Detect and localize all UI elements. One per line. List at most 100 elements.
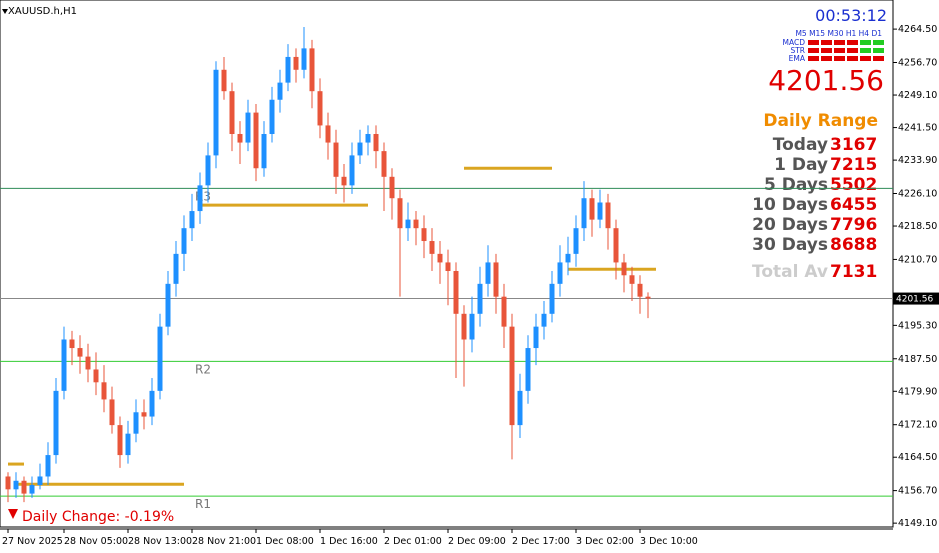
signal-cell [808, 56, 819, 61]
range-label: Total Av [752, 262, 828, 282]
candle-body [253, 112, 259, 169]
level-label: R2 [195, 362, 211, 376]
y-tick-label: 4172.10 [898, 420, 937, 431]
candle-body [389, 176, 395, 199]
candle-body [573, 228, 579, 254]
indicator: MACD [783, 38, 806, 47]
candle-body [445, 262, 451, 271]
x-tick-label: 2 Dec 17:00 [512, 536, 570, 547]
candle-body [461, 313, 467, 340]
y-tick-label: 4249.10 [898, 90, 937, 101]
range-value: 3167 [830, 135, 877, 155]
candle-body [645, 296, 651, 299]
candle-body [269, 99, 275, 134]
x-tick-label: 3 Dec 02:00 [576, 536, 634, 547]
candle-body [45, 455, 51, 477]
x-tick-label: 3 Dec 10:00 [640, 536, 698, 547]
candle-body [213, 69, 219, 156]
level-label: R1 [195, 497, 211, 511]
range-label: 20 Days [752, 215, 828, 235]
candle-body [589, 198, 595, 220]
candle-body [373, 133, 379, 152]
candle-body [341, 176, 347, 186]
candle-body [477, 283, 483, 314]
candle-body [533, 326, 539, 349]
price-tag-label: 4201.56 [896, 295, 933, 305]
y-tick-label: 4179.90 [898, 386, 937, 397]
candle-body [13, 480, 19, 490]
x-tick-label: 2 Dec 09:00 [448, 536, 506, 547]
candle-body [285, 56, 291, 83]
x-tick-label: 28 Nov 13:00 [128, 536, 192, 547]
candle-body [333, 142, 339, 177]
candle-body [597, 202, 603, 220]
y-tick-label: 4149.10 [898, 518, 937, 529]
signal-cell [873, 56, 884, 61]
range-label: 30 Days [752, 235, 828, 255]
indicator: EMA [789, 54, 806, 63]
timeframes: M5 M15 M30 H1 H4 D1 [795, 29, 882, 38]
candle-body [117, 425, 123, 456]
candle-body [469, 313, 475, 340]
range-value: 5502 [830, 175, 877, 195]
y-tick-label: 4210.70 [898, 254, 937, 265]
signal-cell [847, 40, 858, 45]
signal-cell [834, 40, 845, 45]
candle-body [557, 262, 563, 284]
range-value: 7215 [830, 155, 877, 175]
candle-body [149, 390, 155, 417]
candle-body [501, 296, 507, 327]
signal-cell [860, 48, 871, 53]
signal-cell [821, 40, 832, 45]
y-tick-label: 4256.70 [898, 58, 937, 69]
candle-body [237, 133, 243, 143]
candle-body [125, 433, 131, 456]
candle-body [85, 356, 91, 370]
candle-body [277, 82, 283, 100]
candle-body [437, 253, 443, 263]
big-price: 4201.56 [768, 64, 884, 97]
candle-body [405, 219, 411, 229]
candle-body [621, 262, 627, 276]
candle-body [189, 211, 195, 229]
candle-body [5, 476, 11, 490]
candle-body [165, 283, 171, 327]
candle-body [69, 339, 75, 349]
signal-cell [808, 48, 819, 53]
range-label: 1 Day [774, 155, 828, 175]
candle-body [93, 369, 99, 383]
signal-cell [873, 40, 884, 45]
candle-body [109, 399, 115, 426]
candle-body [397, 198, 403, 229]
range-label: 5 Days [764, 175, 828, 195]
range-label: Today [773, 135, 828, 155]
candle-body [173, 253, 179, 284]
candle-body [637, 283, 643, 297]
daily-change: Daily Change: -0.19% [22, 509, 174, 525]
range-value: 8688 [830, 235, 877, 255]
candle-body [181, 228, 187, 254]
signal-cell [847, 56, 858, 61]
candle-body [493, 262, 499, 297]
candle-body [485, 262, 491, 284]
x-tick-label: 1 Dec 16:00 [320, 536, 378, 547]
signal-cell [873, 48, 884, 53]
candle-body [509, 326, 515, 426]
candle-body [349, 155, 355, 186]
candle-body [133, 412, 139, 434]
signal-cell [821, 56, 832, 61]
candle-body [549, 283, 555, 314]
price-tag [893, 292, 939, 305]
candle-body [61, 339, 67, 391]
range-title: Daily Range [763, 111, 878, 131]
signal-cell [808, 40, 819, 45]
signal-cell [860, 56, 871, 61]
x-tick-label: 2 Dec 01:00 [384, 536, 442, 547]
candle-body [325, 125, 331, 143]
y-tick-label: 4195.30 [898, 320, 937, 331]
candle-body [245, 112, 251, 143]
range-value: 7796 [830, 215, 877, 235]
candle-body [317, 91, 323, 126]
